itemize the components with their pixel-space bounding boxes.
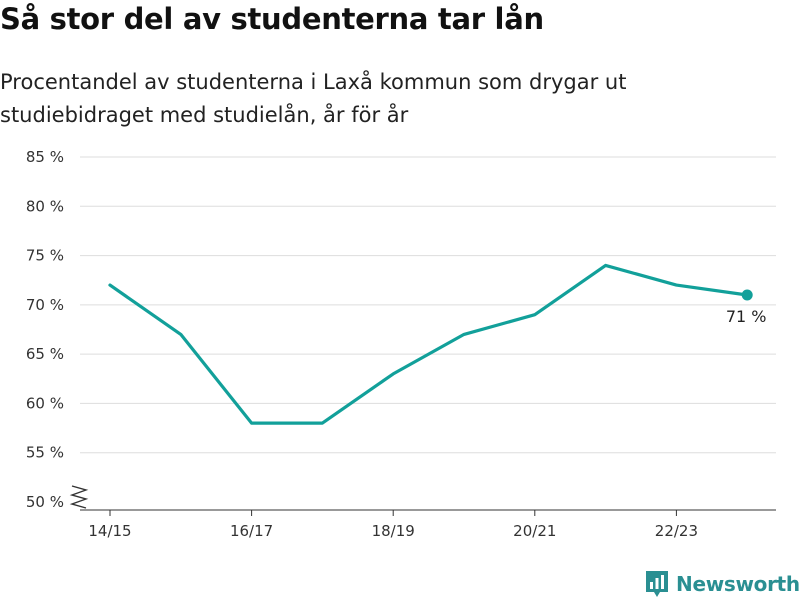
x-tick-label: 20/21 [513,522,556,540]
axis-break-icon [69,485,89,509]
y-tick-label: 60 % [26,394,64,412]
y-tick-label: 55 % [26,444,64,462]
x-tick-label: 14/15 [88,522,131,540]
x-tick-label: 16/17 [230,522,273,540]
x-tick-label: 22/23 [655,522,698,540]
chart-title: Så stor del av studenterna tar lån [0,2,544,36]
y-tick-label: 80 % [26,197,64,215]
y-tick-label: 70 % [26,296,64,314]
series-layer: 71 % [108,263,767,425]
brand-name: Newsworthy [676,572,800,596]
brand-logo: Newsworthy [644,568,800,600]
y-tick-label: 75 % [26,247,64,265]
x-axis [69,485,776,511]
y-tick-label: 65 % [26,345,64,363]
series-line [108,263,749,425]
end-data-label: 71 % [726,307,767,326]
end-point [741,289,753,301]
grid-lines [80,156,776,454]
x-axis-ticks: 14/15 16/17 18/19 20/21 22/23 [88,510,698,540]
y-axis-ticks: 50 % 55 % 60 % 65 % 70 % 75 % 80 % 85 % [26,148,64,511]
chart-subtitle: Procentandel av studenterna i Laxå kommu… [0,70,627,127]
y-tick-label: 85 % [26,148,64,166]
bar-chart-logo-icon [646,571,668,597]
y-tick-label: 50 % [26,493,64,511]
x-tick-label: 18/19 [372,522,415,540]
